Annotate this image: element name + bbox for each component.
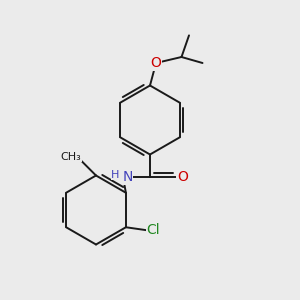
Text: CH₃: CH₃ [61,152,82,162]
Text: Cl: Cl [147,223,160,237]
Text: H: H [111,169,120,180]
Text: O: O [177,170,188,184]
Text: O: O [151,56,161,70]
Text: N: N [122,170,133,184]
